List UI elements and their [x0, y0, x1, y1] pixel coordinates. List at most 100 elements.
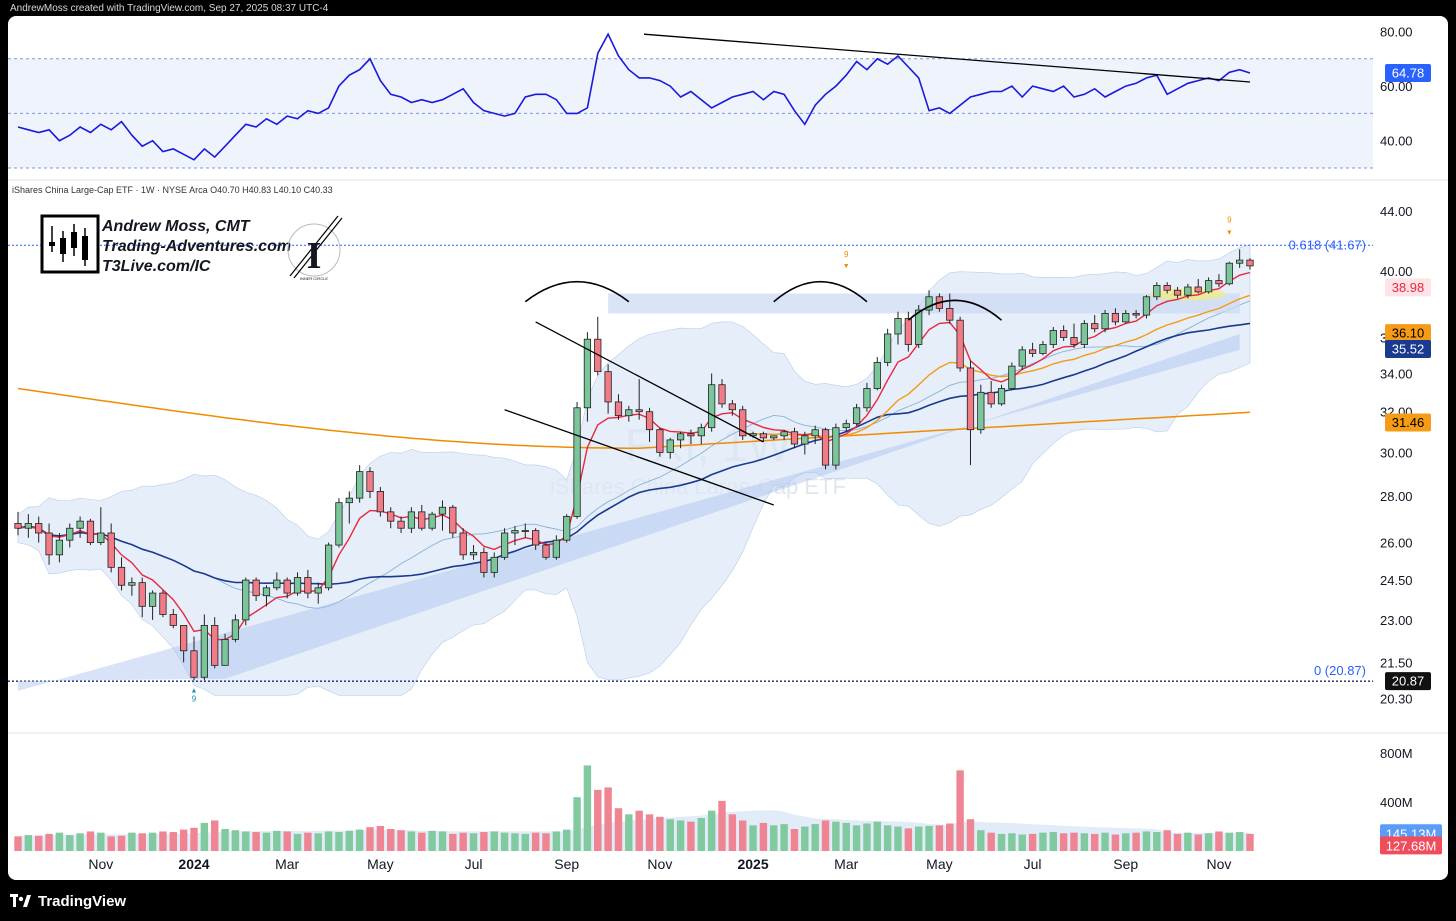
candle-body[interactable]	[169, 614, 177, 626]
candle-body[interactable]	[1008, 365, 1016, 389]
candle-body[interactable]	[708, 384, 716, 429]
volume-bar[interactable]	[1194, 834, 1202, 852]
candle-body[interactable]	[366, 471, 374, 492]
chart-panel[interactable]: 80.00 60.00 40.00 64.78 iShares China Large-…	[8, 16, 1448, 880]
volume-bar[interactable]	[625, 814, 633, 851]
candle-body[interactable]	[86, 520, 95, 544]
volume-bar[interactable]	[863, 823, 871, 852]
candle-body[interactable]	[304, 577, 312, 594]
volume-bar[interactable]	[614, 808, 623, 851]
candle-body[interactable]	[1236, 259, 1244, 264]
candle-body[interactable]	[687, 433, 695, 437]
candle-body[interactable]	[770, 435, 778, 439]
candle-body[interactable]	[273, 579, 281, 589]
candle-body[interactable]	[573, 407, 581, 517]
candle-body[interactable]	[1091, 323, 1099, 330]
candle-body[interactable]	[635, 409, 643, 413]
volume-bar[interactable]	[1153, 832, 1161, 851]
volume-bar[interactable]	[97, 832, 105, 851]
volume-bar[interactable]	[718, 800, 726, 851]
volume-bar[interactable]	[594, 789, 602, 851]
volume-bar[interactable]	[283, 831, 291, 851]
candle-body[interactable]	[666, 439, 674, 453]
candle-body[interactable]	[459, 532, 467, 556]
volume-bar[interactable]	[117, 835, 126, 851]
volume-bar[interactable]	[946, 823, 954, 852]
volume-bar[interactable]	[1225, 832, 1234, 851]
candle-body[interactable]	[563, 516, 571, 541]
candle-body[interactable]	[915, 309, 923, 345]
volume-bar[interactable]	[738, 820, 747, 851]
candle-body[interactable]	[987, 391, 995, 405]
volume-bar[interactable]	[511, 833, 519, 851]
candle-body[interactable]	[293, 577, 302, 594]
candle-body[interactable]	[314, 587, 322, 594]
volume-bar[interactable]	[676, 820, 685, 851]
candle-body[interactable]	[997, 388, 1006, 405]
volume-bar[interactable]	[428, 830, 436, 851]
candle-body[interactable]	[24, 523, 32, 529]
volume-bar[interactable]	[76, 833, 84, 851]
volume-bar[interactable]	[55, 832, 64, 851]
candle-body[interactable]	[262, 587, 271, 597]
volume-bar[interactable]	[562, 829, 571, 851]
volume-bar[interactable]	[987, 832, 995, 851]
volume-bar[interactable]	[159, 831, 167, 851]
candle-body[interactable]	[35, 523, 43, 534]
volume-bar[interactable]	[1080, 833, 1089, 851]
volume-bar[interactable]	[200, 822, 209, 851]
candle-body[interactable]	[656, 429, 664, 453]
volume-bar[interactable]	[1111, 834, 1120, 852]
volume-bar[interactable]	[914, 826, 923, 851]
candle-body[interactable]	[780, 431, 788, 437]
candle-body[interactable]	[1101, 313, 1109, 330]
volume-bar[interactable]	[894, 826, 902, 851]
volume-bar[interactable]	[169, 832, 178, 851]
volume-bar[interactable]	[273, 830, 281, 851]
chart-canvas[interactable]: 80.00 60.00 40.00 64.78 iShares China Large-…	[8, 16, 1448, 880]
volume-bar[interactable]	[490, 831, 498, 851]
volume-bar[interactable]	[449, 833, 457, 851]
volume-bar[interactable]	[1163, 830, 1171, 851]
candle-body[interactable]	[231, 619, 240, 640]
volume-bar[interactable]	[811, 824, 819, 851]
volume-bar[interactable]	[904, 828, 913, 851]
candle-body[interactable]	[45, 532, 53, 556]
candle-body[interactable]	[759, 433, 768, 439]
volume-bar[interactable]	[542, 833, 550, 851]
candle-body[interactable]	[200, 625, 208, 678]
candle-body[interactable]	[832, 427, 840, 466]
candle-body[interactable]	[1225, 262, 1233, 285]
volume-bar[interactable]	[262, 832, 271, 851]
volume-bar[interactable]	[1028, 833, 1037, 851]
volume-bar[interactable]	[407, 831, 416, 851]
volume-bar[interactable]	[335, 832, 343, 851]
volume-bar[interactable]	[1049, 832, 1058, 851]
volume-bar[interactable]	[231, 830, 240, 851]
volume-bar[interactable]	[573, 797, 581, 851]
candle-body[interactable]	[438, 506, 447, 515]
candle-body[interactable]	[542, 544, 550, 558]
volume-bar[interactable]	[687, 821, 695, 851]
volume-bar[interactable]	[883, 825, 892, 851]
volume-bar[interactable]	[148, 832, 157, 851]
candle-body[interactable]	[190, 650, 198, 678]
candle-body[interactable]	[718, 384, 726, 405]
candle-body[interactable]	[283, 579, 291, 594]
volume-bar[interactable]	[997, 833, 1006, 851]
volume-bar[interactable]	[386, 829, 395, 851]
candle-body[interactable]	[977, 391, 985, 431]
volume-bar[interactable]	[1204, 833, 1213, 851]
candle-body[interactable]	[1142, 296, 1151, 316]
candle-body[interactable]	[645, 411, 654, 431]
volume-bar[interactable]	[770, 825, 778, 851]
volume-bar[interactable]	[500, 832, 509, 851]
volume-bar[interactable]	[749, 825, 757, 851]
candle-body[interactable]	[148, 592, 157, 607]
volume-bar[interactable]	[1018, 834, 1026, 852]
volume-bar[interactable]	[1132, 832, 1140, 851]
candle-body[interactable]	[1215, 280, 1223, 285]
candle-body[interactable]	[697, 427, 705, 437]
candle-body[interactable]	[1132, 313, 1140, 316]
volume-bar[interactable]	[780, 824, 788, 851]
